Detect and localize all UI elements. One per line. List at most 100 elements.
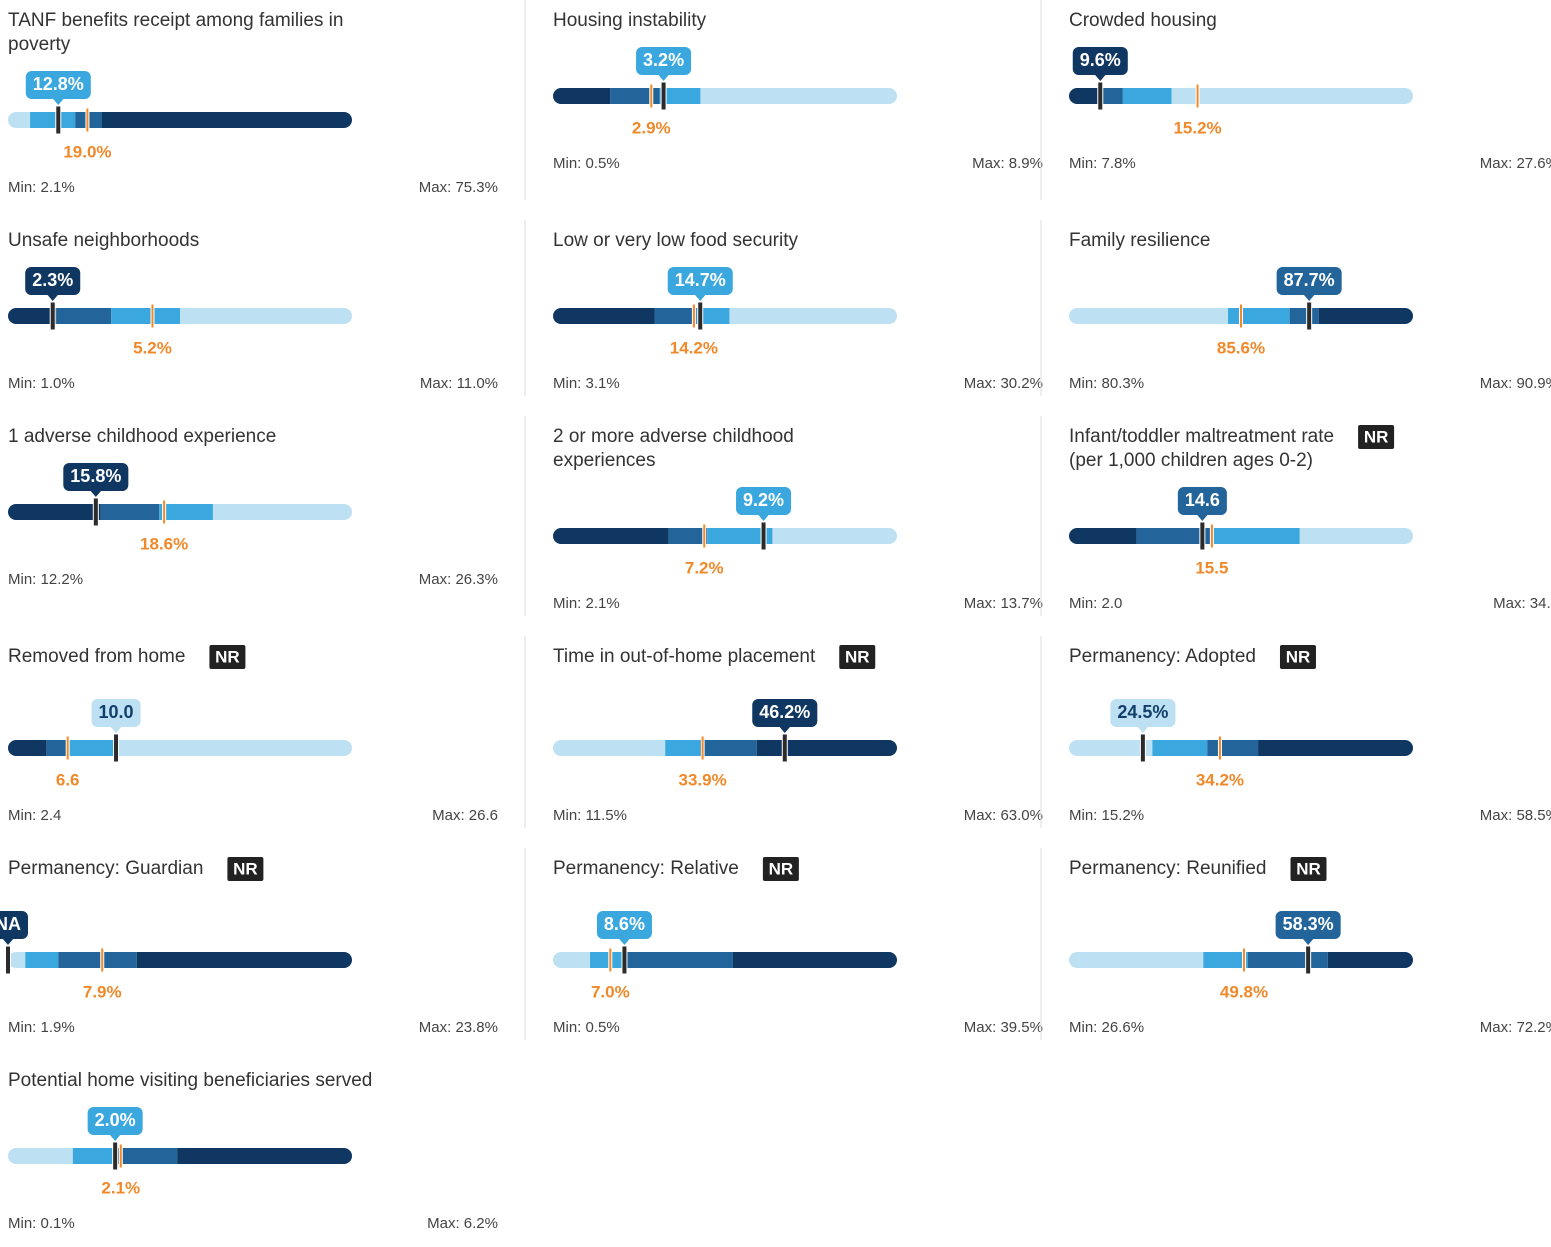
state-marker — [1097, 81, 1104, 111]
indicator-title: poverty — [8, 34, 71, 55]
range-bar — [553, 740, 897, 756]
range-segment — [553, 88, 611, 104]
max-label: Max: 13.7% — [964, 595, 1043, 612]
tooltip-text: 15.8% — [70, 466, 121, 486]
us-marker — [1217, 735, 1222, 761]
range-segment — [707, 528, 773, 544]
tooltip-bg — [1177, 487, 1227, 515]
state-marker — [1199, 521, 1206, 551]
tooltip-text: 46.2% — [759, 702, 810, 722]
range-bar — [1069, 88, 1413, 104]
tooltip-bg — [752, 699, 818, 727]
value-tooltip: 8.6% — [596, 911, 652, 945]
us-marker — [85, 107, 90, 133]
us-label: 15.5 — [1195, 558, 1228, 577]
us-label: 2.9% — [632, 118, 671, 137]
range-segment — [729, 308, 897, 324]
value-tooltip: 58.3% — [1275, 911, 1341, 945]
range-segment — [25, 952, 59, 968]
max-label: Max: 23.8% — [419, 1019, 498, 1036]
tooltip-bg — [91, 699, 141, 727]
range-segment — [732, 952, 897, 968]
indicator-title: Permanency: Reunified — [1069, 858, 1267, 879]
tooltip-text: 3.2% — [643, 50, 684, 70]
range-segment — [1069, 528, 1137, 544]
tooltip-bg — [25, 267, 81, 295]
tooltip-text: 10.0 — [99, 702, 134, 722]
state-marker — [1306, 301, 1313, 331]
range-segment — [1299, 528, 1413, 544]
range-segment — [610, 88, 660, 104]
range-segment — [1069, 952, 1204, 968]
range-segment — [1327, 952, 1413, 968]
range-segment — [756, 740, 897, 756]
tooltip-text: 8.6% — [604, 914, 645, 934]
min-label: Min: 1.0% — [8, 375, 75, 392]
badge-bg — [839, 645, 876, 669]
tooltip-pointer — [1303, 294, 1316, 301]
badge-bg — [209, 645, 246, 669]
tooltip-bg — [0, 911, 28, 939]
range-segment — [46, 740, 67, 756]
range-segment — [772, 528, 897, 544]
us-label: 5.2% — [133, 338, 172, 357]
range-segment — [1171, 88, 1413, 104]
tooltip-pointer — [89, 490, 102, 497]
us-label: 85.6% — [1217, 338, 1265, 357]
indicator-title: Permanency: Adopted — [1069, 646, 1256, 667]
us-marker — [691, 303, 696, 329]
tooltip-text: NA — [0, 914, 21, 934]
badge: NR — [769, 859, 794, 878]
badge-bg — [1358, 425, 1395, 449]
badge-bg — [762, 857, 799, 881]
us-marker — [1239, 303, 1243, 329]
max-label: Max: 11.0% — [420, 375, 498, 392]
us-label: 18.6% — [140, 534, 188, 553]
range-segment — [8, 1148, 73, 1164]
tooltip-text: 9.6% — [1080, 50, 1121, 70]
range-segment — [665, 740, 700, 756]
tooltip-text: 87.7% — [1284, 270, 1335, 290]
state-marker — [49, 301, 56, 331]
max-label: Max: 72.2% — [1480, 1019, 1551, 1036]
min-label: Min: 12.2% — [8, 571, 83, 588]
tooltip-text: 14.7% — [675, 270, 726, 290]
range-segment — [1069, 308, 1229, 324]
us-marker — [700, 735, 705, 761]
indicator-title: Unsafe neighborhoods — [8, 230, 199, 251]
tooltip-bg — [736, 487, 792, 515]
us-marker — [608, 947, 613, 973]
range-segment — [696, 308, 730, 324]
min-label: Min: 11.5% — [553, 807, 627, 824]
min-label: Min: 2.0 — [1069, 595, 1122, 612]
value-tooltip: 3.2% — [636, 47, 692, 81]
tooltip-bg — [25, 71, 91, 99]
state-marker — [55, 105, 62, 135]
value-tooltip: 14.7% — [667, 267, 733, 301]
tooltip-text: 2.3% — [32, 270, 73, 290]
range-segment — [180, 308, 352, 324]
tooltip-pointer — [110, 726, 123, 733]
badge-bg — [227, 857, 264, 881]
us-marker — [150, 303, 155, 329]
range-segment — [8, 740, 47, 756]
range-segment — [553, 308, 655, 324]
value-tooltip: 46.2% — [752, 699, 818, 733]
range-segment — [136, 952, 352, 968]
range-segment — [553, 740, 666, 756]
us-label: 33.9% — [679, 770, 727, 789]
indicator-title: TANF benefits receipt among families in — [8, 10, 343, 31]
us-label: 7.9% — [83, 982, 122, 1001]
range-segment — [212, 504, 352, 520]
min-label: Min: 2.1% — [8, 179, 75, 196]
badge-bg — [1290, 857, 1327, 881]
range-segment — [553, 952, 591, 968]
state-marker — [760, 521, 767, 551]
min-label: Min: 1.9% — [8, 1019, 75, 1036]
min-label: Min: 2.1% — [553, 595, 620, 612]
indicator-title: 1 adverse childhood experience — [8, 426, 276, 447]
min-label: Min: 3.1% — [553, 375, 620, 392]
tooltip-pointer — [109, 1134, 122, 1141]
tooltip-pointer — [1094, 74, 1107, 81]
